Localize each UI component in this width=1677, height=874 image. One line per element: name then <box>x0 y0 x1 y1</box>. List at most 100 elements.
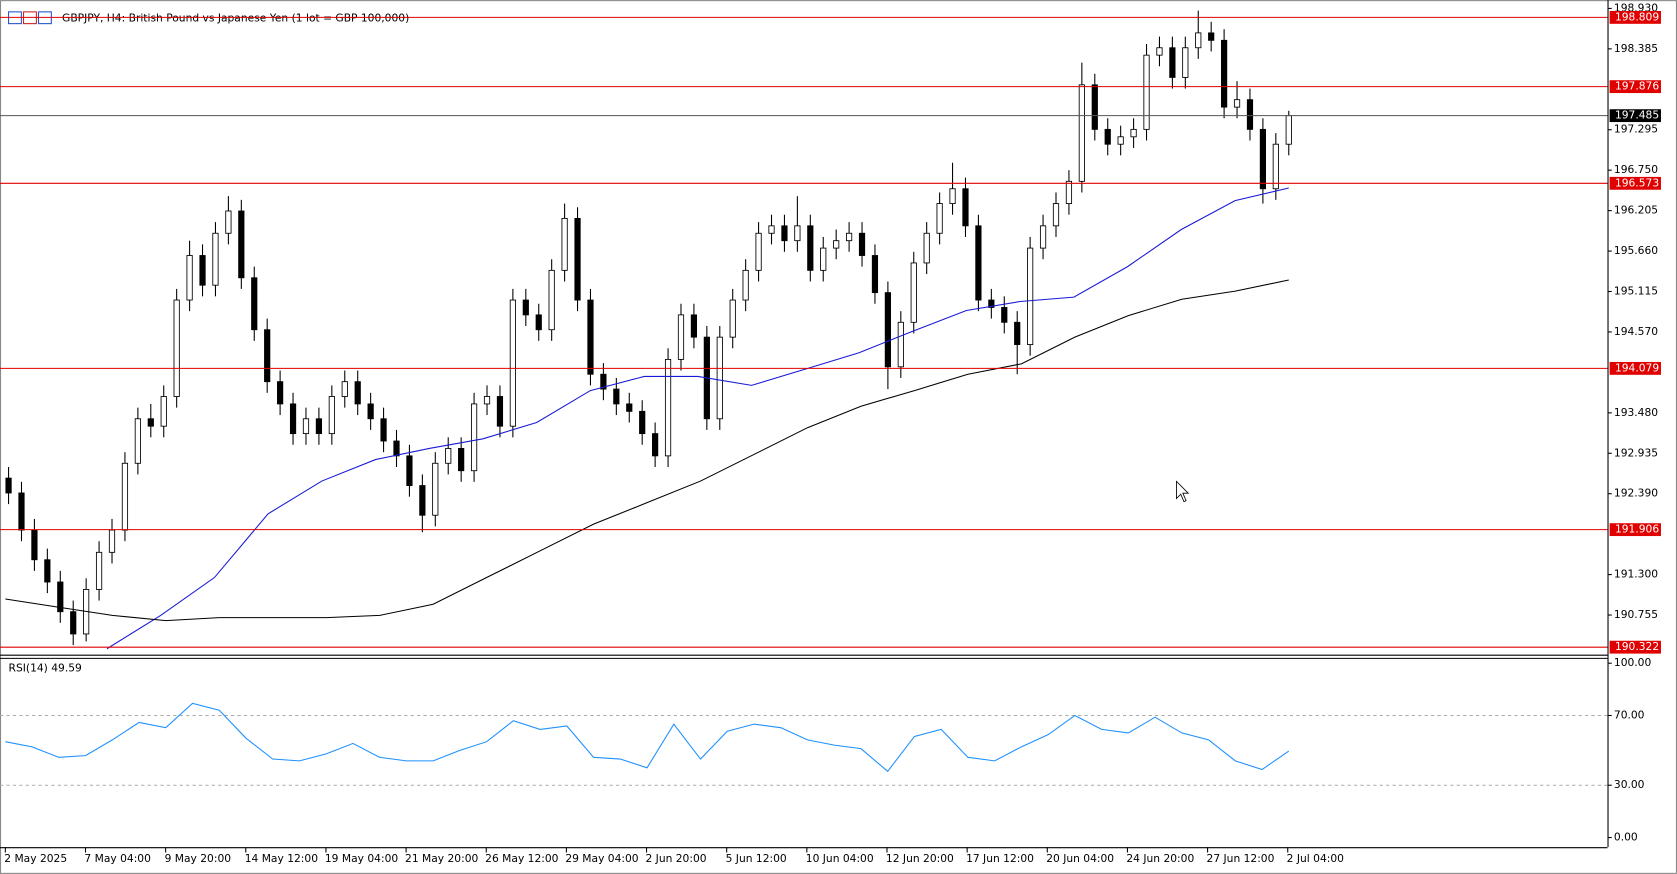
x-tick-label: 29 May 04:00 <box>565 852 638 865</box>
level-tag <box>1609 80 1661 94</box>
candle-body <box>1156 47 1163 56</box>
candle-body <box>858 232 866 256</box>
y-tick-label: 196.205 <box>1614 204 1658 217</box>
candle-body <box>1208 32 1215 41</box>
candle-body <box>354 381 361 405</box>
candle-body <box>1065 180 1073 205</box>
y-tick-label: 195.115 <box>1614 285 1658 298</box>
candle-body <box>173 299 180 397</box>
candle-body <box>820 247 827 271</box>
candle-body <box>1014 321 1021 345</box>
candle-body <box>406 455 413 486</box>
candle-body <box>18 492 25 531</box>
candle-body <box>716 336 723 420</box>
y-tick-label: 195.660 <box>1614 244 1658 257</box>
level-label: 196.573 <box>1615 176 1659 189</box>
candle-body <box>509 299 516 427</box>
candle-body <box>108 529 116 553</box>
candle-body <box>1259 128 1267 190</box>
candle-body <box>949 188 956 205</box>
candle-body <box>1246 99 1254 130</box>
candle-body <box>833 240 840 249</box>
x-tick-label: 24 Jun 20:00 <box>1126 852 1194 865</box>
candle-body <box>1221 39 1228 108</box>
x-tick-label: 2 May 2025 <box>4 852 67 865</box>
y-tick-label: 196.750 <box>1614 163 1658 176</box>
candle-body <box>962 188 969 227</box>
candle-body <box>419 485 426 516</box>
candle-body <box>70 611 77 635</box>
candle-body <box>1195 32 1202 49</box>
candle-body <box>1143 54 1150 130</box>
candle-body <box>445 448 452 464</box>
moving-average <box>106 187 1289 650</box>
rsi-line <box>5 702 1290 773</box>
level-label: 194.079 <box>1615 361 1659 374</box>
x-tick-label: 26 May 12:00 <box>485 852 558 865</box>
level-tag <box>1609 10 1661 24</box>
candle-body <box>1027 247 1034 345</box>
x-tick-label: 17 Jun 12:00 <box>966 852 1034 865</box>
y-tick-label: 194.570 <box>1614 325 1658 338</box>
candle-body <box>31 529 38 561</box>
candle-body <box>910 262 917 323</box>
x-tick-label: 14 May 12:00 <box>245 852 318 865</box>
candle-body <box>884 292 891 368</box>
candle-body <box>755 232 762 271</box>
level-label: 198.809 <box>1615 10 1659 23</box>
y-tick-label: 191.300 <box>1614 568 1658 581</box>
candle-body <box>729 299 736 338</box>
level-label: 190.322 <box>1615 640 1659 653</box>
candle-body <box>561 217 568 271</box>
candle-body <box>871 255 879 294</box>
level-tag <box>1609 523 1661 537</box>
candle-body <box>147 418 154 427</box>
candle-body <box>458 448 465 472</box>
candle-body <box>393 440 400 457</box>
candle-body <box>975 225 982 301</box>
candle-body <box>923 232 930 264</box>
level-tag <box>1609 361 1661 375</box>
candle-body <box>121 462 129 531</box>
candle-body <box>483 396 491 405</box>
candle-body <box>781 225 788 242</box>
y-tick-label: 0.00 <box>1614 831 1638 844</box>
y-tick-label: 190.755 <box>1614 608 1658 621</box>
y-tick-label: 100.00 <box>1614 656 1652 669</box>
candle-body <box>212 232 219 286</box>
x-tick-label: 20 Jun 04:00 <box>1046 852 1114 865</box>
rsi-title: RSI(14) 49.59 <box>9 662 82 675</box>
candle-body <box>341 381 348 397</box>
x-tick-label: 10 Jun 04:00 <box>806 852 874 865</box>
current-price-label: 197.485 <box>1615 109 1659 122</box>
candle-body <box>134 418 141 464</box>
candle-body <box>1091 84 1098 130</box>
candle-body <box>315 418 323 435</box>
level-tag <box>1609 176 1661 190</box>
x-tick-label: 27 Jun 12:00 <box>1207 852 1275 865</box>
candle-body <box>690 314 698 338</box>
candle-body <box>1078 84 1085 182</box>
candle-body <box>535 314 542 331</box>
candle-body <box>522 299 529 316</box>
y-tick-label: 192.935 <box>1614 446 1658 459</box>
mouse-cursor <box>1176 480 1190 503</box>
candle-body <box>496 396 504 427</box>
candle-body <box>57 581 64 613</box>
candle-body <box>225 210 232 234</box>
candle-body <box>936 203 943 234</box>
candle-body <box>186 255 193 301</box>
y-tick-label: 193.480 <box>1614 406 1658 419</box>
level-tag <box>1609 640 1661 654</box>
candle-body <box>328 396 335 435</box>
y-tick-label: 198.385 <box>1614 42 1658 55</box>
candle-body <box>1233 99 1241 108</box>
candle-body <box>677 314 685 360</box>
candle-body <box>742 269 749 301</box>
candle-body <box>768 225 775 234</box>
candle-body <box>160 396 167 427</box>
y-tick-label: 197.295 <box>1614 123 1658 136</box>
candle-body <box>1117 136 1124 145</box>
y-tick-label: 70.00 <box>1614 709 1645 722</box>
x-tick-label: 21 May 20:00 <box>405 852 478 865</box>
